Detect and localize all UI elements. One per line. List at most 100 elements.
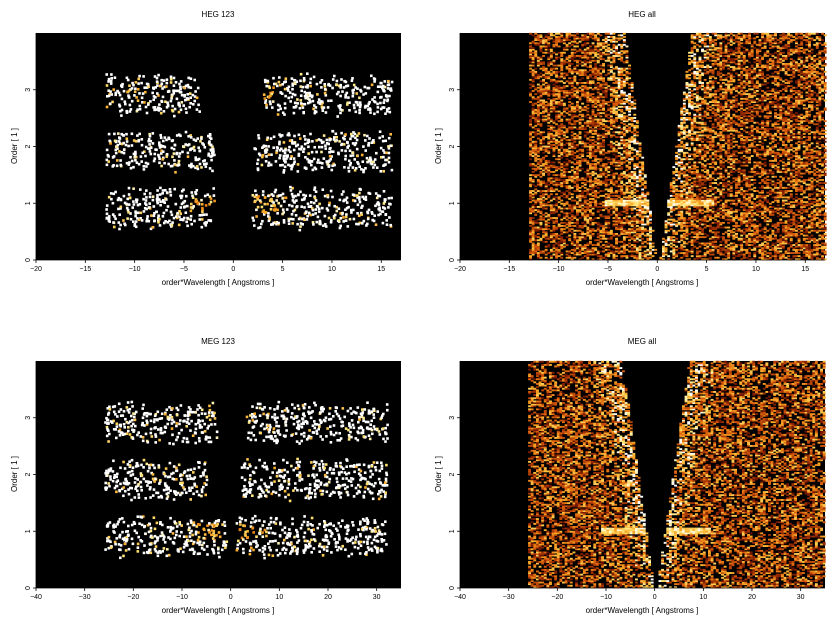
- heatmap-cell: [667, 213, 671, 216]
- heatmap-cell: [708, 242, 712, 245]
- heatmap-cell: [570, 256, 574, 259]
- heatmap-cell: [622, 199, 626, 202]
- heatmap-cell: [789, 185, 793, 188]
- heatmap-cell: [821, 250, 825, 253]
- heatmap-cell: [763, 199, 767, 202]
- heatmap-cell: [358, 108, 361, 112]
- heatmap-cell: [776, 252, 780, 254]
- heatmap-cell: [573, 217, 577, 219]
- heatmap-cell: [635, 209, 639, 212]
- heatmap-cell: [283, 106, 287, 110]
- heatmap-cell: [547, 228, 551, 231]
- heatmap-cell: [654, 252, 658, 254]
- heatmap-cell: [167, 136, 170, 140]
- heatmap-cell: [273, 190, 277, 194]
- heatmap-cell: [172, 84, 176, 87]
- heatmap-cell: [157, 155, 161, 158]
- heatmap-cell: [781, 253, 785, 256]
- heatmap-cell: [810, 188, 814, 191]
- heatmap-cell: [776, 179, 780, 181]
- heatmap-cell: [177, 89, 180, 93]
- heatmap-cell: [766, 237, 770, 240]
- heatmap-cell: [542, 174, 546, 177]
- heatmap-cell: [750, 175, 754, 178]
- heatmap-cell: [625, 256, 629, 259]
- heatmap-cell: [132, 165, 135, 169]
- heatmap-cell: [302, 111, 305, 115]
- heatmap-cell: [641, 220, 645, 223]
- heatmap-cell: [260, 222, 263, 226]
- heatmap-cell: [797, 202, 801, 205]
- heatmap-cell: [695, 204, 699, 207]
- heatmap-cell: [378, 206, 381, 210]
- heatmap-cell: [187, 85, 190, 89]
- heatmap-cell: [290, 77, 294, 80]
- heatmap-cell: [789, 194, 793, 197]
- heatmap-cell: [815, 212, 819, 215]
- heatmap-cell: [134, 140, 138, 143]
- heatmap-cell: [591, 186, 595, 189]
- heatmap-cell: [677, 258, 681, 261]
- heatmap-cell: [604, 198, 608, 200]
- heatmap-cell: [320, 102, 323, 106]
- heatmap-cell: [761, 212, 765, 215]
- heatmap-cell: [547, 215, 551, 218]
- heatmap-cell: [797, 231, 801, 234]
- heatmap-cell: [158, 224, 162, 227]
- heatmap-cell: [578, 236, 582, 239]
- heatmap-cell: [333, 163, 336, 167]
- heatmap-cell: [823, 223, 827, 226]
- heatmap-cell: [753, 186, 757, 189]
- heatmap-cell: [105, 73, 108, 76]
- heatmap-cell: [195, 108, 199, 111]
- heatmap-cell: [643, 201, 647, 204]
- heatmap-cell: [258, 199, 262, 202]
- heatmap-cell: [555, 220, 559, 223]
- heatmap-cell: [552, 237, 556, 240]
- heatmap-cell: [544, 228, 548, 231]
- heatmap-cell: [344, 133, 347, 136]
- heatmap-cell: [190, 162, 193, 166]
- heatmap-cell: [155, 108, 158, 111]
- heatmap-cell: [562, 193, 566, 196]
- heatmap-cell: [267, 215, 270, 218]
- heatmap-cell: [604, 177, 608, 180]
- heatmap-cell: [625, 220, 629, 223]
- heatmap-cell: [682, 185, 686, 188]
- heatmap-cell: [539, 183, 543, 186]
- heatmap-cell: [536, 198, 540, 200]
- heatmap-cell: [815, 207, 819, 210]
- heatmap-cell: [156, 196, 159, 200]
- heatmap-cell: [604, 237, 608, 240]
- heatmap-cell: [140, 219, 144, 222]
- heatmap-cell: [536, 253, 540, 256]
- heatmap-cell: [635, 248, 639, 251]
- heatmap-cell: [536, 256, 540, 259]
- heatmap-cell: [685, 180, 689, 183]
- heatmap-cell: [805, 247, 809, 250]
- heatmap-cell: [753, 240, 757, 243]
- heatmap-cell: [774, 253, 778, 256]
- heatmap-cell: [771, 225, 775, 227]
- heatmap-cell: [628, 179, 632, 181]
- heatmap-cell: [173, 159, 176, 162]
- heatmap-cell: [263, 97, 267, 100]
- heatmap-cell: [536, 210, 540, 213]
- heatmap-cell: [568, 217, 572, 219]
- heatmap-cell: [529, 183, 533, 186]
- heatmap-cell: [672, 204, 676, 207]
- heatmap-cell: [547, 237, 551, 240]
- heatmap-cell: [169, 78, 173, 81]
- heatmap-cell: [792, 218, 796, 221]
- heatmap-cell: [737, 239, 741, 242]
- heatmap-cell: [549, 240, 553, 243]
- heatmap-cell: [714, 221, 718, 224]
- heatmap-cell: [633, 171, 637, 173]
- heatmap-cell: [714, 198, 718, 200]
- heatmap-cell: [555, 169, 559, 172]
- heatmap-cell: [290, 165, 294, 169]
- heatmap-cell: [257, 152, 261, 156]
- heatmap-cell: [539, 196, 543, 199]
- heatmap-cell: [669, 199, 673, 202]
- heatmap-cell: [776, 209, 780, 212]
